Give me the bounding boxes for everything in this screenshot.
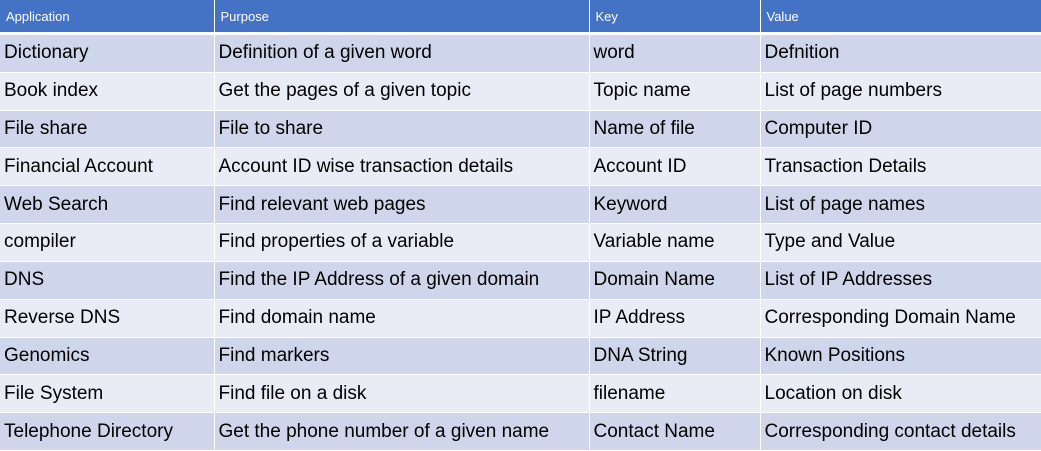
table-row: File share File to share Name of file Compu… xyxy=(0,110,1041,149)
cell-application: Book index xyxy=(0,72,215,111)
cell-key: Contact Name xyxy=(589,412,761,451)
cell-key: filename xyxy=(589,374,761,414)
cell-application: Genomics xyxy=(0,337,215,376)
cell-value: List of page numbers xyxy=(760,72,1041,111)
table-row: Telephone Directory Get the phone number … xyxy=(0,412,1041,451)
cell-key: Keyword xyxy=(589,185,761,225)
cell-purpose: Get the pages of a given topic xyxy=(214,72,590,111)
table-row: Financial Account Account ID wise transac… xyxy=(0,147,1041,187)
table-row: Reverse DNS Find domain name IP Address Cor… xyxy=(0,299,1041,338)
cell-application: File System xyxy=(0,374,215,414)
cell-value: Computer ID xyxy=(760,110,1041,149)
cell-key: Account ID xyxy=(589,147,761,187)
cell-application: Financial Account xyxy=(0,147,215,187)
header-purpose: Purpose xyxy=(214,0,590,35)
header-value: Value xyxy=(760,0,1041,35)
cell-value: Corresponding Domain Name xyxy=(760,299,1041,338)
cell-value: List of IP Addresses xyxy=(760,261,1041,300)
cell-value: Type and Value xyxy=(760,223,1041,262)
cell-value: Corresponding contact details xyxy=(760,412,1041,451)
cell-purpose: Find properties of a variable xyxy=(214,223,590,262)
cell-purpose: Definition of a given word xyxy=(214,33,590,73)
cell-key: DNA String xyxy=(589,337,761,376)
cell-application: File share xyxy=(0,110,215,149)
cell-key: Name of file xyxy=(589,110,761,149)
cell-purpose: File to share xyxy=(214,110,590,149)
cell-value: Known Positions xyxy=(760,337,1041,376)
table-row: DNS Find the IP Address of a given domain… xyxy=(0,261,1041,300)
cell-value: List of page names xyxy=(760,185,1041,225)
table-row: File System Find file on a disk filename Lo… xyxy=(0,374,1041,414)
cell-purpose: Find domain name xyxy=(214,299,590,338)
header-key: Key xyxy=(589,0,761,35)
cell-application: compiler xyxy=(0,223,215,262)
cell-key: Variable name xyxy=(589,223,761,262)
cell-application: Web Search xyxy=(0,185,215,225)
table-row: compiler Find properties of a variable Var… xyxy=(0,223,1041,262)
cell-purpose: Find file on a disk xyxy=(214,374,590,414)
table-row: Book index Get the pages of a given topic… xyxy=(0,72,1041,111)
cell-application: DNS xyxy=(0,261,215,300)
cell-key: Domain Name xyxy=(589,261,761,300)
cell-key: word xyxy=(589,33,761,73)
cell-purpose: Find the IP Address of a given domain xyxy=(214,261,590,300)
table-body: Dictionary Definition of a given word word… xyxy=(0,33,1041,451)
table-row: Web Search Find relevant web pages Keyword… xyxy=(0,185,1041,225)
cell-key: IP Address xyxy=(589,299,761,338)
cell-value: Defnition xyxy=(760,33,1041,73)
cell-purpose: Get the phone number of a given name xyxy=(214,412,590,451)
cell-purpose: Account ID wise transaction details xyxy=(214,147,590,187)
cell-application: Dictionary xyxy=(0,33,215,73)
header-row: Application Purpose Key Value xyxy=(0,0,1041,35)
table-row: Genomics Find markers DNA String Known Posi… xyxy=(0,337,1041,376)
cell-application: Reverse DNS xyxy=(0,299,215,338)
cell-purpose: Find relevant web pages xyxy=(214,185,590,225)
cell-value: Transaction Details xyxy=(760,147,1041,187)
cell-value: Location on disk xyxy=(760,374,1041,414)
cell-key: Topic name xyxy=(589,72,761,111)
table-header: Application Purpose Key Value xyxy=(0,0,1041,35)
cell-application: Telephone Directory xyxy=(0,412,215,451)
cell-purpose: Find markers xyxy=(214,337,590,376)
table-row: Dictionary Definition of a given word word… xyxy=(0,33,1041,73)
header-application: Application xyxy=(0,0,215,35)
